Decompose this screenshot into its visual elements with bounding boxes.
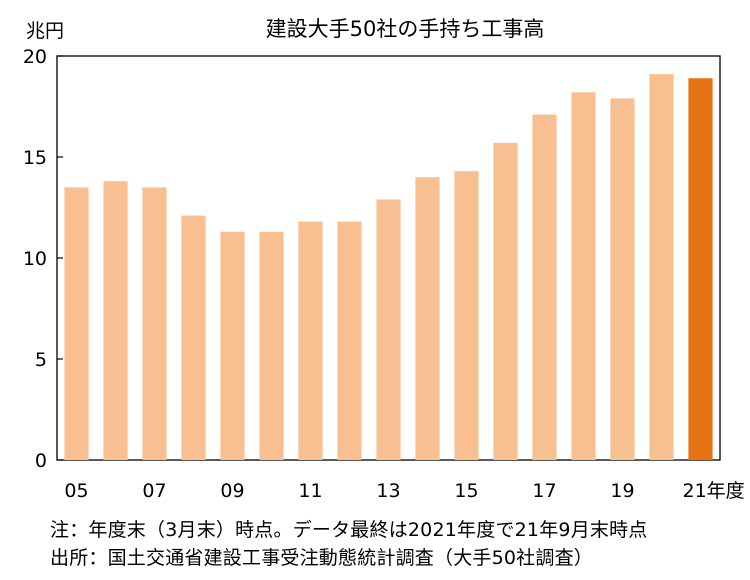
bar-09 [220,231,245,460]
y-tick-label: 0 [35,450,47,472]
x-tick-label: 07 [142,480,166,502]
bar-11 [298,221,323,460]
x-tick-label: 05 [64,480,88,502]
source-note: 出所：国土交通省建設工事受注動態統計調査（大手50社調査） [50,547,593,569]
chart-title: 建設大手50社の手持ち工事高 [266,17,545,41]
x-axis-ticks: 05 07 09 11 13 15 17 19 21年度 [64,480,744,502]
y-axis-ticks: 0 5 10 15 20 [23,46,63,472]
x-tick-label: 09 [220,480,244,502]
bar-14 [415,177,440,460]
bar-07 [142,187,167,461]
bar-13 [376,199,401,461]
x-tick-label: 11 [298,480,322,502]
x-tick-label: 17 [532,480,556,502]
bar-17 [532,114,557,460]
bar-08 [181,215,206,460]
bar-10 [259,231,284,460]
x-tick-label: 21年度 [683,480,745,502]
x-tick-label: 15 [454,480,478,502]
bar-12 [337,221,362,460]
bar-20 [649,74,674,461]
y-tick-label: 5 [35,349,47,371]
bar-15 [454,171,479,460]
y-tick-label: 15 [23,147,47,169]
x-tick-label: 13 [376,480,400,502]
bar-16 [493,142,518,461]
bar-21 [688,78,713,460]
bar-06 [103,181,128,461]
bar-05 [64,187,89,461]
y-tick-label: 20 [23,46,47,68]
x-tick-label: 19 [610,480,634,502]
footnote: 注：年度末（3月末）時点。データ最終は2021年度で21年9月末時点 [50,519,648,541]
y-axis-unit-label: 兆円 [26,20,64,42]
bars [64,74,713,461]
y-tick-label: 10 [23,248,47,270]
bar-19 [610,98,635,461]
bar-18 [571,92,596,461]
